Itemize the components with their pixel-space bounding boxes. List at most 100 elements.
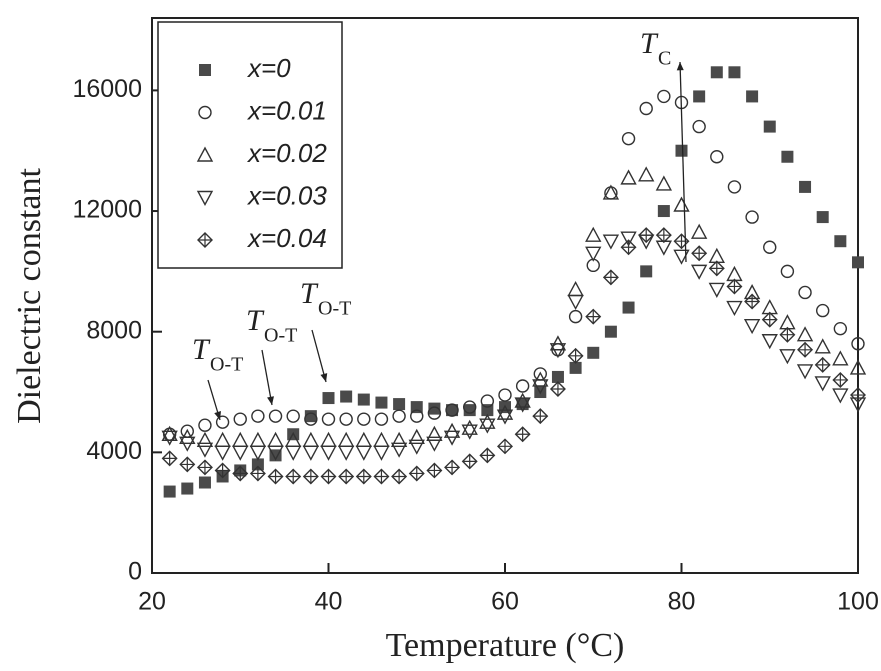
marker-square bbox=[375, 396, 388, 409]
marker-part bbox=[533, 409, 548, 424]
marker-circle bbox=[339, 412, 353, 426]
marker-triangle-up bbox=[849, 359, 867, 375]
marker-diamond-cross bbox=[444, 459, 461, 476]
marker-triangle-down bbox=[196, 190, 214, 206]
marker-part bbox=[427, 463, 442, 478]
marker-triangle-up bbox=[479, 413, 496, 429]
marker-triangle-up bbox=[708, 247, 725, 263]
marker-triangle-up bbox=[232, 431, 249, 447]
marker-part bbox=[339, 469, 354, 484]
marker-triangle-down bbox=[690, 264, 708, 280]
marker-triangle-down bbox=[337, 445, 355, 461]
marker-triangle-up bbox=[390, 431, 408, 447]
annotation-arrowhead bbox=[320, 373, 328, 382]
annotation-arrow bbox=[261, 349, 273, 406]
marker-part bbox=[550, 382, 565, 397]
marker-triangle-up bbox=[761, 299, 778, 315]
marker-part bbox=[180, 457, 195, 472]
marker-circle bbox=[657, 89, 671, 104]
legend-label: x=0 bbox=[246, 53, 291, 83]
annotation-subscript: O-T bbox=[264, 325, 297, 347]
marker-circle bbox=[692, 119, 706, 134]
marker-part bbox=[851, 388, 865, 403]
marker-circle bbox=[392, 409, 406, 423]
marker-triangle-down bbox=[390, 442, 408, 458]
marker-part bbox=[392, 469, 407, 484]
legend-label: x=0.02 bbox=[246, 138, 327, 168]
marker-square bbox=[569, 361, 582, 374]
marker-triangle-down bbox=[779, 349, 796, 365]
marker-square bbox=[746, 90, 759, 103]
marker-triangle-up bbox=[496, 404, 514, 420]
marker-diamond-cross bbox=[761, 311, 778, 328]
marker-triangle-up bbox=[355, 431, 372, 447]
marker-circle bbox=[215, 415, 230, 429]
marker-part bbox=[568, 348, 583, 363]
marker-part bbox=[356, 469, 371, 484]
y-tick-label: 12000 bbox=[72, 196, 142, 224]
marker-part bbox=[709, 261, 724, 276]
marker-triangle-up bbox=[214, 431, 231, 447]
marker-circle bbox=[198, 418, 212, 432]
marker-square bbox=[340, 390, 353, 403]
marker-triangle-down bbox=[726, 300, 743, 317]
marker-triangle-down bbox=[408, 439, 425, 455]
marker-diamond-cross bbox=[497, 438, 513, 455]
marker-part bbox=[833, 372, 848, 387]
marker-part bbox=[198, 233, 212, 247]
marker-diamond-cross bbox=[673, 233, 690, 250]
marker-triangle-down bbox=[708, 282, 725, 298]
marker-triangle-up bbox=[832, 350, 849, 366]
marker-part bbox=[745, 294, 760, 309]
marker-square bbox=[852, 256, 864, 269]
marker-diamond-cross bbox=[850, 387, 866, 404]
marker-part bbox=[603, 270, 618, 285]
marker-part bbox=[798, 342, 813, 357]
marker-part bbox=[462, 454, 477, 469]
marker-triangle-down bbox=[567, 294, 584, 311]
marker-circle bbox=[357, 412, 371, 426]
marker-part bbox=[639, 228, 654, 243]
marker-square bbox=[181, 482, 194, 495]
marker-triangle-up bbox=[690, 223, 708, 239]
marker-diamond-cross bbox=[691, 245, 708, 262]
marker-triangle-up bbox=[655, 175, 673, 191]
marker-triangle-up bbox=[814, 338, 831, 354]
marker-square bbox=[622, 301, 635, 314]
marker-square bbox=[781, 150, 794, 163]
marker-square bbox=[587, 346, 600, 359]
marker-triangle-down bbox=[743, 318, 761, 335]
marker-square bbox=[816, 211, 829, 224]
marker-triangle-up bbox=[620, 169, 637, 185]
marker-circle bbox=[798, 285, 812, 300]
marker-diamond-cross bbox=[408, 465, 425, 482]
marker-square bbox=[393, 398, 406, 411]
marker-circle bbox=[321, 412, 336, 426]
x-tick-label: 20 bbox=[138, 588, 166, 616]
marker-diamond-cross bbox=[338, 468, 355, 485]
marker-triangle-down bbox=[249, 445, 267, 461]
marker-diamond-cross bbox=[179, 456, 196, 473]
marker-square bbox=[322, 392, 335, 405]
marker-triangle-up bbox=[673, 196, 690, 212]
marker-triangle-down bbox=[161, 430, 178, 446]
marker-circle bbox=[251, 409, 265, 423]
marker-square bbox=[304, 410, 317, 423]
marker-triangle-down bbox=[426, 436, 443, 452]
marker-circle bbox=[410, 409, 424, 423]
marker-circle bbox=[445, 403, 459, 417]
marker-circle bbox=[233, 412, 247, 426]
marker-circle bbox=[198, 105, 212, 120]
marker-diamond-cross bbox=[479, 447, 496, 464]
annotation-symbol: T bbox=[192, 333, 211, 366]
marker-circle bbox=[498, 388, 512, 402]
marker-diamond-cross bbox=[744, 293, 761, 310]
marker-triangle-down bbox=[285, 445, 302, 461]
marker-circle bbox=[286, 409, 300, 423]
marker-triangle-down bbox=[302, 445, 320, 461]
marker-triangle-down bbox=[673, 249, 690, 265]
marker-diamond-cross bbox=[832, 371, 849, 388]
marker-diamond-cross bbox=[285, 468, 302, 485]
marker-circle bbox=[851, 337, 865, 351]
marker-triangle-down bbox=[443, 430, 461, 446]
